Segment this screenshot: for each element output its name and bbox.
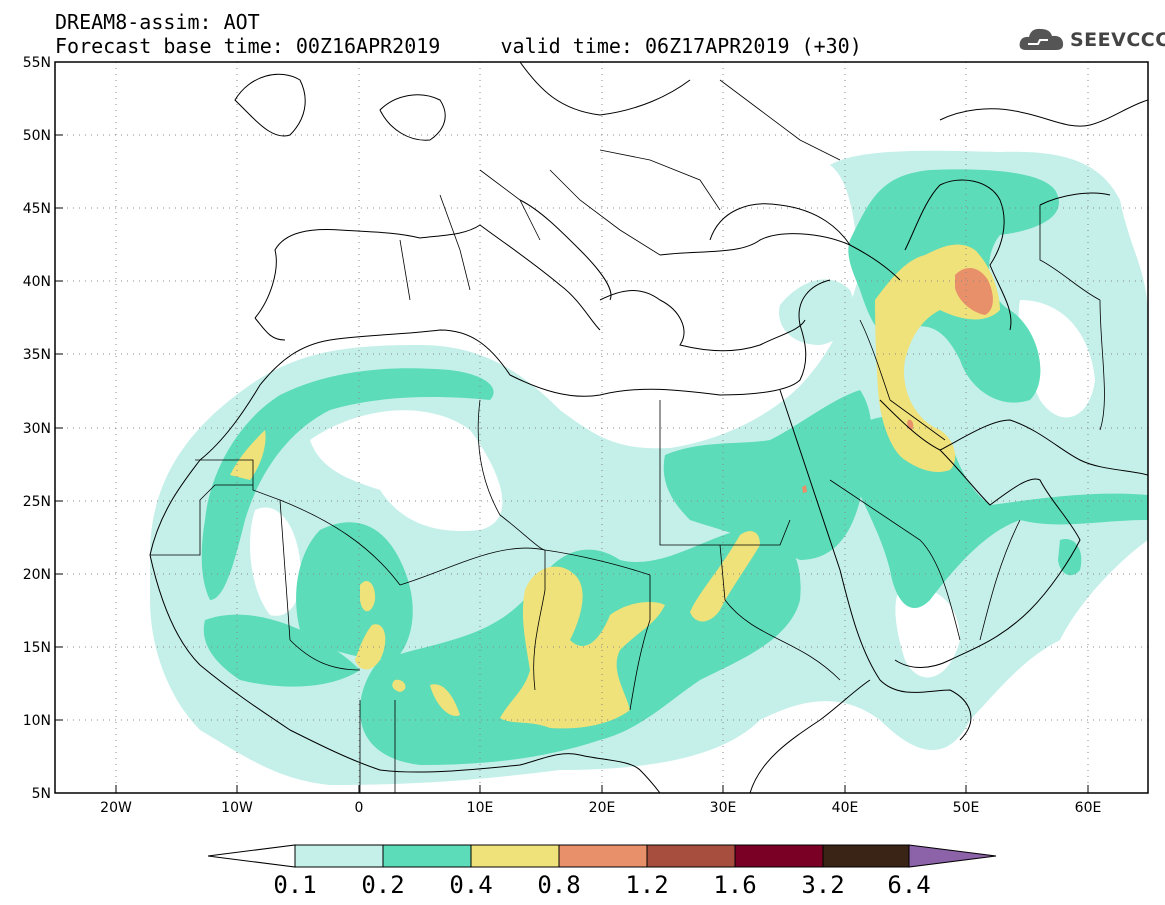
legend-label: 0.1 (273, 871, 316, 899)
lat-label: 15N (23, 640, 51, 656)
legend-labels: 0.1 0.2 0.4 0.8 1.2 1.6 3.2 6.4 (273, 871, 930, 899)
aot-field (150, 150, 1148, 786)
legend-swatch (294, 844, 384, 868)
map-title: DREAM8-assim: AOT (55, 10, 260, 34)
legend-label: 3.2 (801, 871, 844, 899)
lon-label: 50E (953, 800, 980, 816)
lon-label: 10E (467, 800, 494, 816)
cloud-icon (1019, 28, 1064, 50)
coastlines (149, 62, 1148, 793)
forecast-times: Forecast base time: 00Z16APR2019 valid t… (55, 34, 862, 58)
aot-clear-areas (250, 300, 1095, 678)
seevccc-logo: SEEVCCC (1018, 24, 1165, 54)
legend-swatch (558, 844, 648, 868)
lon-label: 20W (100, 800, 132, 816)
lat-label: 30N (23, 421, 51, 437)
lat-label: 45N (23, 201, 51, 217)
legend-label: 6.4 (887, 871, 930, 899)
legend-swatch-low (207, 844, 296, 868)
legend-label: 0.2 (361, 871, 404, 899)
legend-swatch (470, 844, 560, 868)
longitude-labels: 20W 10W 0 10E 20E 30E 40E 50E 60E (100, 800, 1101, 816)
lat-label: 10N (23, 713, 51, 729)
lat-label: 25N (23, 494, 51, 510)
country-borders (150, 79, 1105, 793)
lon-label: 60E (1075, 800, 1102, 816)
legend-label: 0.4 (449, 871, 492, 899)
lat-label: 40N (23, 274, 51, 290)
aot-band-0.8 (802, 268, 993, 493)
legend-label: 1.6 (713, 871, 756, 899)
logo-text: SEEVCCC (1070, 29, 1165, 51)
lon-label: 0 (355, 800, 364, 816)
lat-label: 55N (23, 55, 51, 71)
lon-label: 30E (710, 800, 737, 816)
legend-label: 1.2 (625, 871, 668, 899)
legend-swatch (646, 844, 736, 868)
map-grid (55, 62, 1148, 793)
legend-swatch (382, 844, 472, 868)
latitude-labels: 55N 50N 45N 40N 35N 30N 25N 20N 15N 10N … (23, 55, 51, 802)
lon-label: 20E (589, 800, 616, 816)
legend-swatch (822, 844, 910, 868)
legend-label: 0.8 (537, 871, 580, 899)
axis-ticks (55, 61, 1089, 794)
lat-label: 35N (23, 347, 51, 363)
lat-label: 5N (32, 786, 51, 802)
lon-label: 10W (221, 800, 253, 816)
legend-swatch-high (908, 844, 997, 868)
lat-label: 20N (23, 567, 51, 583)
lat-label: 50N (23, 128, 51, 144)
legend-swatch (734, 844, 824, 868)
color-legend (207, 844, 997, 868)
lon-label: 40E (832, 800, 859, 816)
